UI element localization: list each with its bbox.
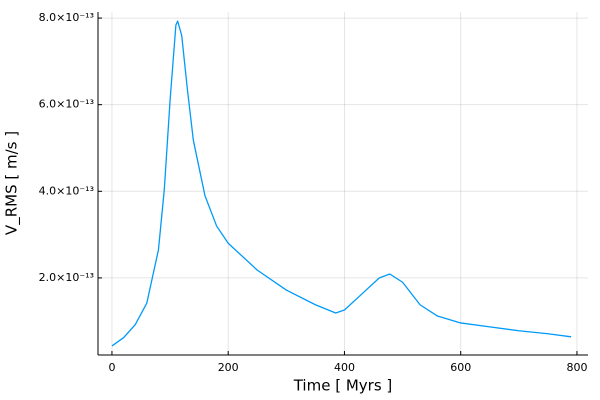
x-tick-label: 600 (450, 361, 471, 374)
y-tick-label: 4.0×10⁻¹³ (39, 184, 94, 197)
y-tick-label: 2.0×10⁻¹³ (39, 271, 94, 284)
x-tick-label: 400 (334, 361, 355, 374)
y-axis-label: V_RMS [ m/s ] (3, 131, 22, 235)
y-tick-label: 6.0×10⁻¹³ (39, 98, 94, 111)
x-tick-label: 200 (218, 361, 239, 374)
x-axis-label: Time [ Myrs ] (293, 377, 393, 395)
data-line (111, 20, 572, 347)
x-tick-label: 0 (108, 361, 115, 374)
y-tick-label: 8.0×10⁻¹³ (39, 11, 94, 24)
x-tick-label: 800 (566, 361, 587, 374)
